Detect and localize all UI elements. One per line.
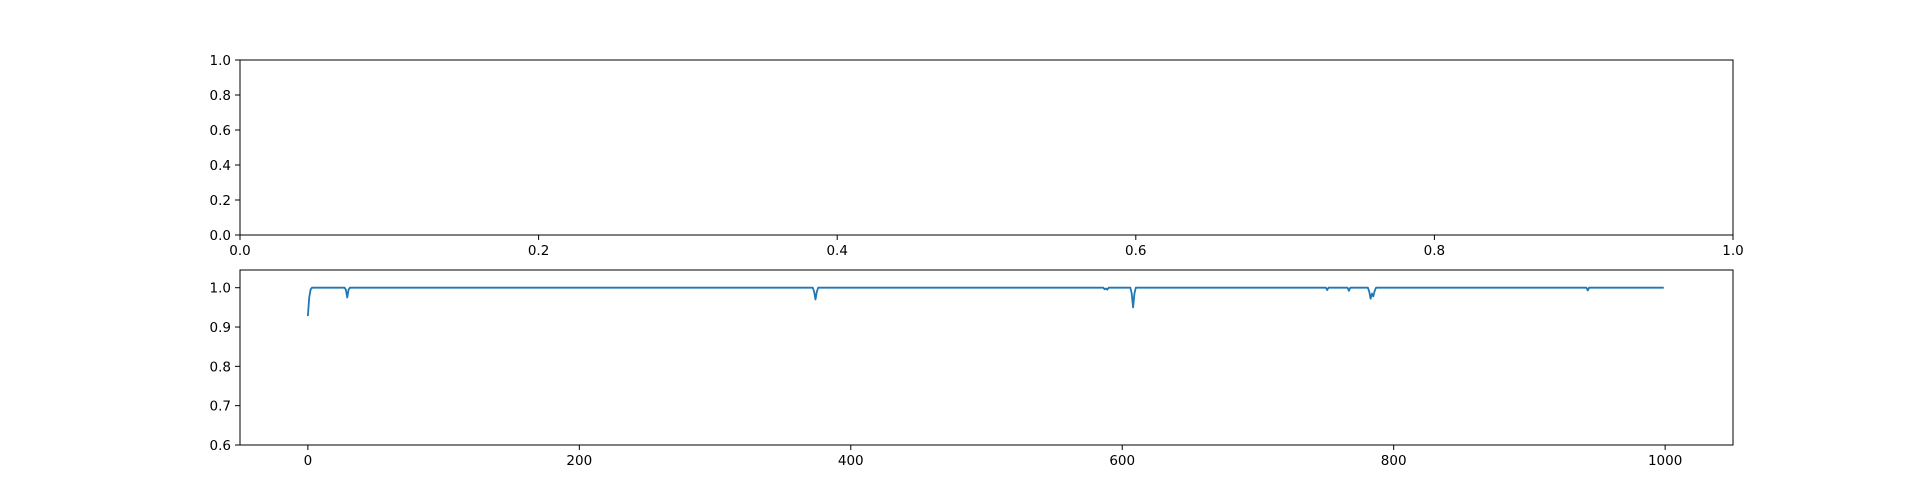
top-x-tick-label: 0.8 [1424,243,1445,259]
bottom-y-tick-label: 0.6 [210,438,231,454]
bottom-x-tick-label: 400 [838,453,864,469]
bottom-axes-frame [239,269,1734,446]
top-y-tick-label: 0.6 [210,123,231,139]
top-axes: 0.0 0.2 0.4 0.6 0.8 1.0 0.0 0.2 0.4 0.6 0.8 1.0 [210,53,1744,259]
top-x-tick-label: 0.6 [1125,243,1146,259]
top-x-ticks: 0.0 0.2 0.4 0.6 0.8 1.0 [229,235,1744,259]
top-y-tick-label: 1.0 [210,53,231,69]
top-y-tick-label: 0.8 [210,88,231,104]
top-y-ticks: 0.0 0.2 0.4 0.6 0.8 1.0 [210,53,240,244]
bottom-x-tick-label: 600 [1109,453,1135,469]
bottom-x-ticks: 0 200 400 600 800 1000 [304,445,1682,469]
bottom-y-tick-label: 1.0 [210,281,231,297]
bottom-x-tick-label: 200 [566,453,592,469]
top-x-tick-label: 1.0 [1722,243,1743,259]
top-axes-frame [239,59,1734,236]
top-x-tick-label: 0.0 [229,243,250,259]
bottom-y-ticks: 0.6 0.7 0.8 0.9 1.0 [210,281,240,454]
top-y-tick-label: 0.2 [210,193,231,209]
bottom-y-tick-label: 0.8 [210,359,231,375]
top-y-tick-label: 0.4 [210,158,231,174]
bottom-x-tick-label: 0 [304,453,313,469]
top-y-tick-label: 0.0 [210,228,231,244]
bottom-x-tick-label: 800 [1381,453,1407,469]
top-x-tick-label: 0.2 [528,243,549,259]
bottom-y-tick-label: 0.9 [210,320,231,336]
bottom-y-tick-label: 0.7 [210,399,231,415]
series-line [306,286,1664,317]
bottom-x-tick-label: 1000 [1648,453,1682,469]
bottom-axes: 0 200 400 600 800 1000 0.6 0.7 0.8 0.9 1.0 [210,269,1734,469]
top-x-tick-label: 0.4 [826,243,847,259]
series-line-group [306,286,1664,317]
